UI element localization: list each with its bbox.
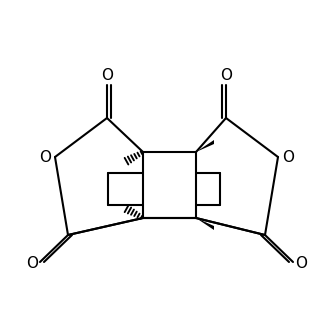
Text: O: O [101,69,113,83]
Text: O: O [282,149,294,164]
Text: O: O [39,149,51,164]
Text: O: O [295,256,307,272]
Text: O: O [220,69,232,83]
Polygon shape [196,140,214,152]
Polygon shape [196,218,214,230]
Text: O: O [26,256,38,272]
